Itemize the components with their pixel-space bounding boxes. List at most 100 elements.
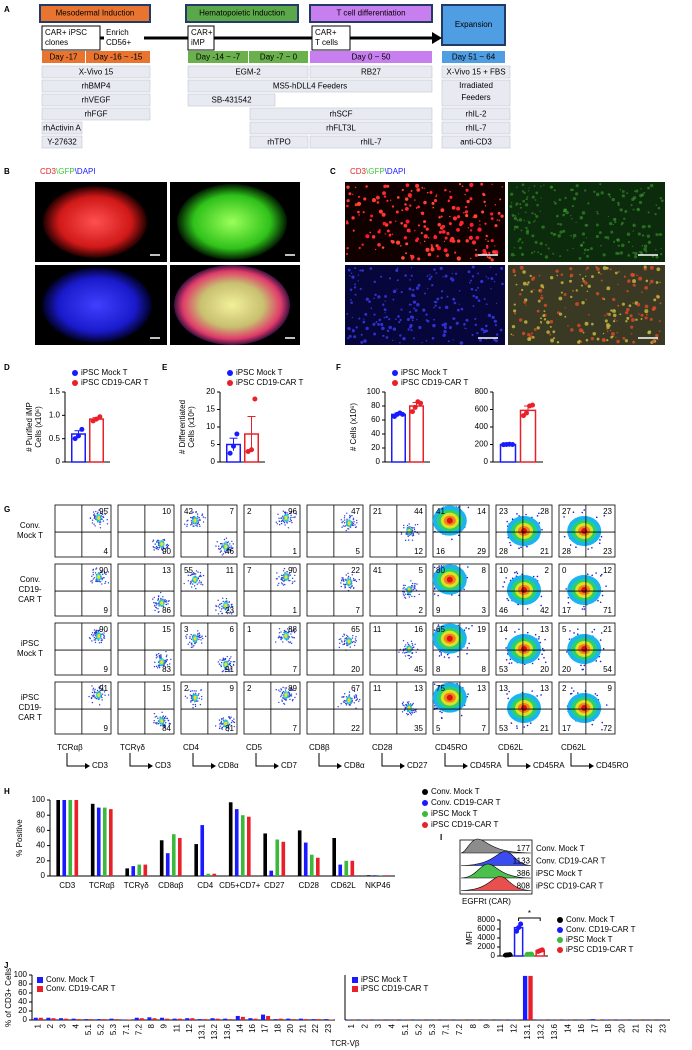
medium-box (187, 65, 309, 79)
event-dot (157, 548, 159, 551)
x-tick-label: 9 (160, 1023, 169, 1028)
speckle (373, 313, 376, 316)
event-dot (228, 601, 230, 603)
event-dot (99, 527, 102, 529)
event-dot (349, 577, 352, 579)
legend-label: Conv. Mock T (431, 787, 480, 796)
speckle (435, 194, 438, 196)
event-dot (509, 544, 512, 547)
event-dot (226, 612, 229, 615)
speckle (467, 270, 471, 274)
y-tick-label: 5 (211, 440, 216, 449)
quadrant-percent: 7 (356, 606, 361, 615)
quadrant-percent: 12 (603, 566, 612, 575)
event-dot (190, 697, 193, 700)
event-dot (466, 652, 468, 655)
event-dot (190, 646, 193, 649)
event-dot (407, 654, 410, 657)
event-dot (107, 694, 110, 696)
speckle (426, 191, 429, 194)
speckle (474, 323, 478, 327)
quadrant-percent: 7 (230, 507, 235, 516)
event-dot (340, 585, 343, 588)
event-dot (340, 638, 342, 640)
axis-arrow (570, 753, 589, 767)
event-dot (433, 588, 436, 590)
x-tick-label: CD5+CD7+ (219, 881, 261, 890)
event-dot (345, 637, 347, 640)
event-dot (412, 533, 414, 535)
bar (202, 1019, 207, 1020)
speckle (349, 288, 353, 291)
y-tick-label: 10 (206, 422, 215, 431)
speckle (569, 267, 573, 271)
event-dot (191, 516, 193, 519)
event-dot (510, 662, 513, 664)
speckle (444, 326, 447, 329)
event-dot (154, 716, 156, 718)
event-dot (540, 595, 543, 598)
event-dot (155, 602, 158, 605)
speckle (399, 341, 401, 344)
event-dot (220, 664, 222, 666)
event-dot (280, 695, 282, 698)
data-point (507, 952, 513, 958)
bar (76, 1019, 81, 1020)
density-contour (446, 635, 453, 642)
event-dot (221, 728, 223, 730)
speckle (612, 313, 617, 318)
y-axis-label: # Cells (x10⁶) (349, 403, 358, 452)
x-tick-label: 21 (299, 1023, 308, 1032)
event-dot (468, 642, 470, 645)
speckle (347, 268, 351, 272)
event-dot (345, 574, 347, 576)
speckle (571, 204, 575, 208)
data-point (539, 947, 545, 953)
legend-label: iPSC CD19-CAR T (81, 378, 149, 387)
data-point (227, 450, 233, 456)
event-dot (347, 572, 349, 575)
event-dot (540, 694, 542, 696)
bar (391, 413, 406, 463)
speckle (641, 234, 645, 237)
speckle (345, 221, 349, 225)
speckle (404, 252, 408, 255)
event-dot (165, 603, 167, 606)
event-dot (189, 574, 192, 577)
event-dot (290, 516, 292, 519)
x-tick-label: 14 (235, 1023, 244, 1032)
speckle (553, 337, 556, 340)
event-dot (411, 582, 414, 585)
event-dot (440, 716, 443, 719)
event-dot (228, 605, 231, 607)
event-dot (226, 541, 229, 544)
arrow-head (432, 32, 442, 44)
panel-letter: H (4, 787, 10, 796)
speckle (562, 213, 566, 217)
speckle (540, 197, 542, 199)
speckle (359, 287, 362, 290)
bar (96, 1019, 101, 1020)
event-dot (344, 639, 346, 642)
bar (315, 857, 320, 876)
speckle (440, 208, 445, 213)
y-tick-label: 80 (18, 979, 27, 988)
event-dot (532, 575, 535, 578)
event-dot (156, 653, 158, 656)
event-dot (192, 571, 195, 574)
event-dot (99, 523, 101, 525)
event-dot (157, 611, 159, 614)
speckle (528, 187, 530, 189)
quadrant-percent: 75 (436, 684, 445, 693)
speckle (518, 246, 522, 250)
event-dot (408, 701, 410, 703)
speckle (352, 229, 355, 232)
event-dot (276, 572, 278, 574)
speckle (465, 213, 469, 218)
quadrant-percent: 9 (230, 684, 235, 693)
arrow-head (337, 763, 342, 769)
speckle (415, 207, 418, 209)
event-dot (344, 583, 346, 586)
event-dot (516, 513, 518, 515)
quadrant-percent: 88 (288, 625, 297, 634)
